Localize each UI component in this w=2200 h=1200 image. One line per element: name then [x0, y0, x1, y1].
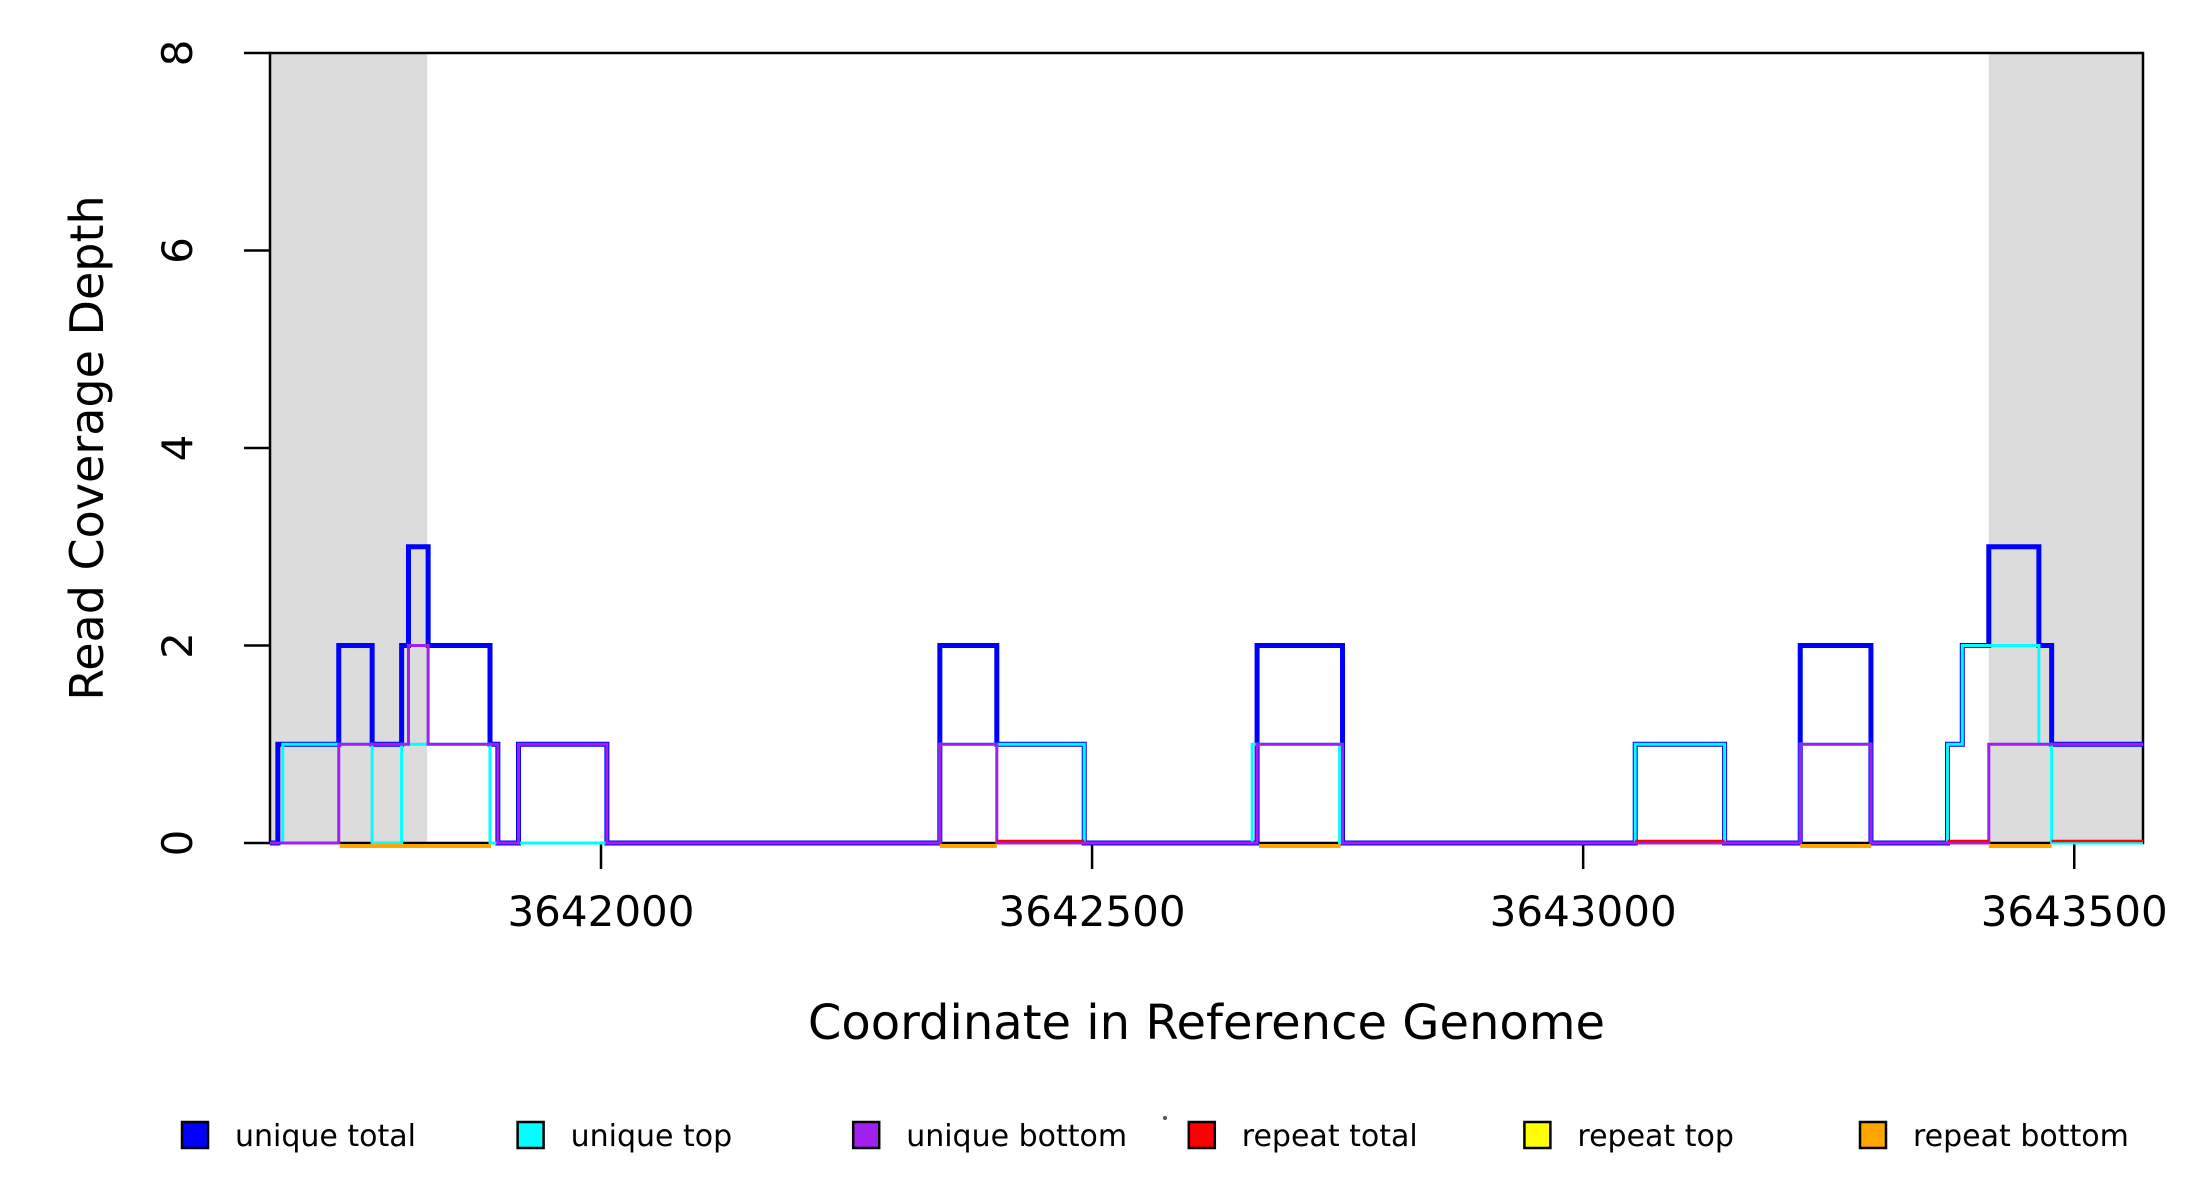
y-tick-label: 0 [153, 830, 202, 857]
y-tick-label: 4 [153, 435, 202, 462]
legend-label-unique-top: unique top [571, 1119, 733, 1154]
legend-artifact-dot [1163, 1116, 1167, 1120]
x-axis-title: Coordinate in Reference Genome [807, 995, 1606, 1051]
series-unique-total [270, 544, 2143, 846]
legend-swatch-repeat-bottom [1858, 1120, 1888, 1150]
legend-swatch-repeat-total [1187, 1120, 1217, 1150]
legend-swatch-unique-bottom [851, 1120, 881, 1150]
y-tick-label: 8 [153, 40, 202, 67]
series-unique-bottom [270, 644, 2143, 845]
plot-border [268, 51, 2145, 845]
legend-label-repeat-bottom: repeat bottom [1913, 1119, 2129, 1154]
x-tick-label: 3642500 [999, 887, 1186, 936]
y-tick-label: 6 [153, 237, 202, 264]
legend-swatch-repeat-top [1523, 1120, 1552, 1150]
legend-label-repeat-total: repeat total [1242, 1119, 1418, 1154]
y-tick-label: 2 [153, 632, 202, 659]
y-axis-title: Read Coverage Depth [60, 195, 114, 701]
x-tick-label: 3642000 [507, 887, 694, 936]
repeat-region-right [1988, 53, 2143, 843]
legend-label-repeat-top: repeat top [1577, 1119, 1733, 1154]
legend-label-unique-bottom: unique bottom [906, 1119, 1127, 1154]
legend-swatch-unique-total [180, 1120, 210, 1150]
x-tick-label: 3643500 [1981, 887, 2168, 936]
x-tick-label: 3643000 [1490, 887, 1677, 936]
legend-swatch-unique-top [516, 1120, 545, 1150]
legend-label-unique-total: unique total [235, 1119, 416, 1154]
